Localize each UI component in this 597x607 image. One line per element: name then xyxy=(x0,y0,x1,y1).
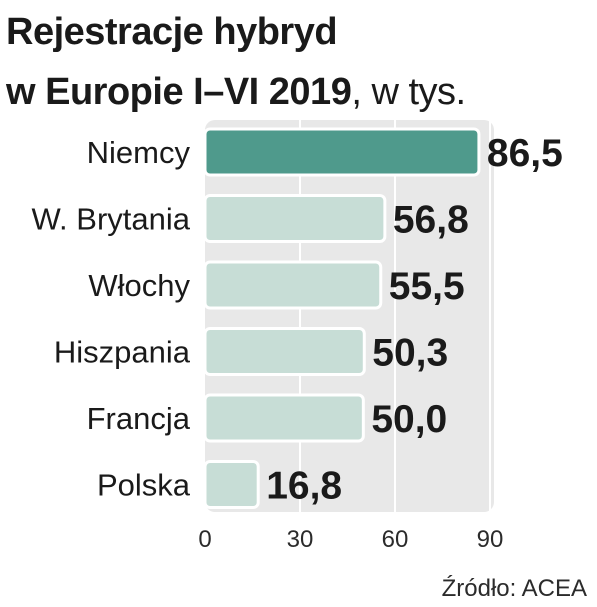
bar xyxy=(203,127,481,177)
category-labels: Niemcy W. Brytania Włochy Hiszpania Francja P… xyxy=(32,135,191,503)
x-tick-label: 30 xyxy=(287,526,314,553)
title-unit: , w tys. xyxy=(351,71,466,113)
bar xyxy=(203,460,260,509)
title-line-2: w Europie I–VI 2019, w tys. xyxy=(6,62,466,122)
value-label: 86,5 xyxy=(487,132,563,175)
x-tick-label: 0 xyxy=(198,526,211,553)
bars xyxy=(203,127,481,509)
chart-background xyxy=(205,120,494,512)
bar xyxy=(203,327,366,376)
grid-lines xyxy=(299,120,491,512)
category-label: Włochy xyxy=(88,268,190,303)
source-note: Źródło: ACEA xyxy=(441,575,587,602)
category-label: Hiszpania xyxy=(54,335,191,370)
plot-panel xyxy=(205,120,494,512)
value-label: 16,8 xyxy=(266,465,342,508)
category-label: Francja xyxy=(87,401,191,436)
bar xyxy=(203,194,387,243)
value-label: 55,5 xyxy=(389,265,465,308)
bar xyxy=(203,393,365,443)
value-label: 56,8 xyxy=(393,199,469,242)
value-labels: 86,5 56,8 55,5 50,3 50,0 16,8 xyxy=(266,132,563,508)
x-tick-label: 60 xyxy=(382,526,409,553)
bar xyxy=(203,260,383,310)
x-tick-label: 90 xyxy=(477,526,504,553)
category-label: W. Brytania xyxy=(32,202,191,237)
value-label: 50,3 xyxy=(372,332,448,375)
category-label: Polska xyxy=(97,468,191,503)
x-axis-ticks: 0 30 60 90 xyxy=(198,526,503,553)
value-label: 50,0 xyxy=(371,398,447,441)
title-line-2-main: w Europie I–VI 2019 xyxy=(6,71,352,113)
title-line-1: Rejestracje hybryd xyxy=(6,11,338,53)
category-label: Niemcy xyxy=(87,135,191,170)
chart-title: Rejestracje hybryd w Europie I–VI 2019, … xyxy=(6,2,466,122)
